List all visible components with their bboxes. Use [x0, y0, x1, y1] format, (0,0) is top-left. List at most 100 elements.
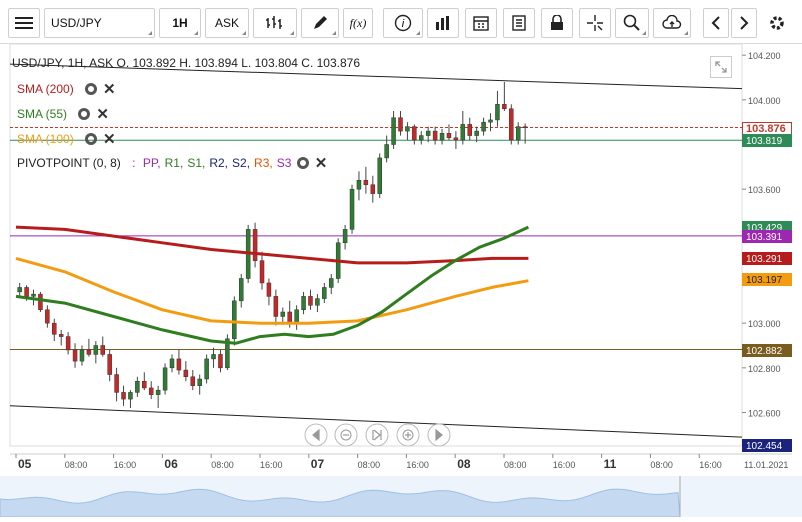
gear-icon[interactable] — [85, 133, 98, 145]
candle-body — [280, 311, 286, 317]
candle — [342, 224, 348, 250]
candle — [398, 111, 403, 136]
candle — [509, 104, 514, 145]
expand-icon — [715, 61, 727, 73]
x-tick-label: 08:00 — [650, 460, 673, 470]
candle — [432, 126, 438, 145]
y-tick-label: 102.800 — [748, 364, 781, 374]
candle-body — [488, 119, 493, 123]
candle — [377, 153, 382, 199]
symbol-selector[interactable]: USD/JPY — [44, 8, 155, 38]
candle-body — [363, 179, 369, 185]
fullscreen-button[interactable] — [710, 56, 732, 78]
reset-icon[interactable] — [365, 423, 389, 447]
candle — [142, 372, 147, 391]
gear-icon[interactable] — [296, 157, 309, 169]
zoom-out-icon[interactable] — [334, 423, 358, 447]
pivot-level-4: S2, — [232, 156, 251, 170]
candle-body — [329, 278, 334, 288]
price-type-label: ASK — [214, 16, 239, 30]
price-tag: 103.876 — [742, 121, 792, 135]
zoom-button[interactable] — [615, 8, 649, 38]
arrow-right-icon — [740, 16, 749, 30]
gear-icon[interactable] — [78, 108, 91, 120]
lock-icon — [551, 15, 563, 30]
calendar-button[interactable] — [465, 8, 497, 38]
close-icon[interactable]: ✕ — [96, 106, 109, 123]
candle-body — [495, 104, 500, 121]
candle — [502, 81, 507, 111]
crosshair-button[interactable] — [579, 8, 611, 38]
candle-body — [391, 117, 396, 145]
info-button[interactable]: i — [383, 8, 423, 38]
candle-body — [419, 135, 424, 141]
candle — [329, 274, 334, 295]
scroll-right-icon[interactable] — [427, 423, 451, 447]
candle — [266, 278, 272, 306]
close-icon[interactable]: ✕ — [103, 81, 116, 98]
reset-icon-bg — [365, 423, 389, 447]
upload-button[interactable] — [653, 8, 691, 38]
scroll-left-button[interactable] — [703, 8, 729, 38]
scroll-right-button[interactable] — [731, 8, 757, 38]
candle-body — [238, 278, 244, 302]
candle — [204, 354, 209, 384]
x-tick-label: 16:00 — [114, 460, 137, 470]
document-button[interactable] — [503, 8, 535, 38]
settings-button[interactable] — [763, 8, 791, 38]
volume-button[interactable] — [427, 8, 459, 38]
candle — [114, 367, 119, 402]
gear-icon[interactable] — [85, 83, 98, 95]
candle — [128, 390, 133, 409]
candle-body — [474, 130, 479, 136]
draw-button[interactable] — [301, 8, 339, 38]
scroll-right-icon-glyph — [435, 428, 443, 442]
trendlines — [9, 63, 743, 438]
close-icon[interactable]: ✕ — [103, 131, 116, 148]
x-tick-label: 16:00 — [260, 460, 283, 470]
close-icon[interactable]: ✕ — [314, 155, 328, 172]
price-type-selector[interactable]: ASK — [205, 8, 249, 38]
candle-body — [460, 124, 466, 141]
candle-body — [86, 349, 92, 355]
candle-body — [218, 354, 223, 369]
pivot-level-0: PP, — [142, 156, 161, 170]
function-button[interactable]: f(x) — [343, 8, 373, 38]
x-tick-label: 08:00 — [211, 460, 234, 470]
candle-body — [155, 389, 161, 395]
menu-button[interactable] — [8, 8, 40, 38]
volume-icon — [436, 16, 449, 30]
candle-body — [72, 349, 78, 362]
candle — [259, 251, 265, 290]
candle-body — [467, 124, 472, 136]
lock-button[interactable] — [541, 8, 573, 38]
timeframe-selector[interactable]: 1H — [159, 8, 201, 38]
zoom-in-icon[interactable] — [396, 423, 420, 447]
calendar-icon — [473, 16, 489, 31]
price-tag: 102.454 — [742, 439, 792, 453]
scroll-left-icon[interactable] — [304, 423, 328, 447]
zoom-in-icon-ring — [402, 429, 414, 441]
candle-body — [412, 126, 417, 141]
x-tick-label: 11.01.2021 — [744, 460, 788, 470]
candle — [474, 126, 479, 143]
price-chart[interactable]: 104.200 104.000 103.600 103.000 102.800 102.6… — [0, 43, 802, 518]
candle — [467, 117, 472, 141]
bar-style-button[interactable] — [253, 8, 297, 38]
candle — [72, 343, 78, 368]
candle — [58, 329, 64, 346]
crosshair-icon — [587, 15, 603, 31]
candle-body — [38, 293, 43, 311]
candle — [121, 385, 126, 406]
trendline-1 — [9, 405, 743, 438]
y-tick-label: 103.600 — [748, 185, 781, 195]
info-icon: i — [394, 14, 412, 32]
x-tick-label: 16:00 — [406, 460, 429, 470]
candle — [384, 135, 389, 163]
draw-icon — [314, 16, 327, 29]
trendline-0 — [9, 63, 743, 90]
candle-body — [398, 117, 403, 132]
chart-area[interactable]: 104.200 104.000 103.600 103.000 102.800 102.6… — [0, 43, 802, 518]
candle-body — [100, 345, 106, 355]
candle-body — [107, 354, 112, 375]
